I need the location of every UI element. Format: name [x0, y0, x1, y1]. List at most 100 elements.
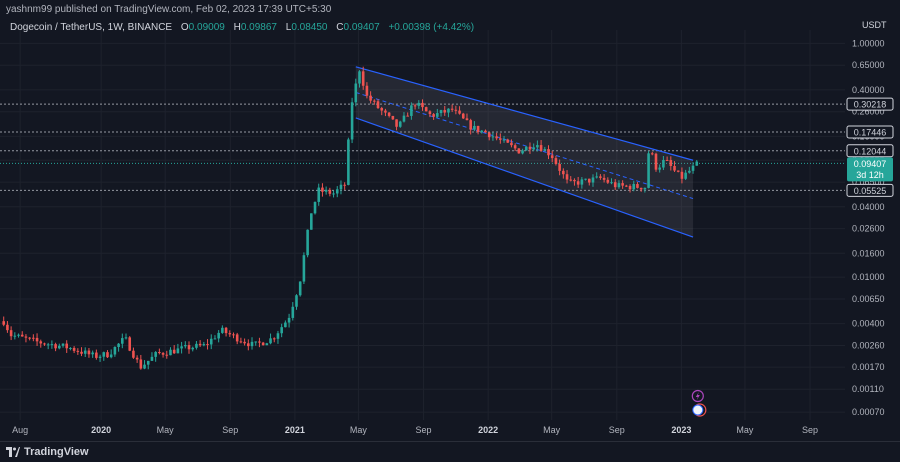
y-tick-label: 0.40000: [852, 85, 885, 95]
candle-body: [580, 179, 584, 185]
axis-currency[interactable]: USDT: [862, 20, 887, 30]
candle-body: [602, 177, 606, 180]
candle-body: [343, 184, 346, 186]
x-tick-label: Aug: [12, 425, 28, 435]
candle-body: [662, 159, 665, 168]
candle-body: [332, 193, 335, 195]
candle-body: [402, 115, 406, 122]
candle-body: [410, 105, 413, 116]
candle-body: [232, 334, 235, 336]
candle-body: [587, 178, 591, 183]
candle-body: [72, 347, 76, 351]
candle-body: [554, 158, 558, 164]
chart-grid: [0, 30, 845, 420]
candle-body: [461, 113, 465, 119]
candle-body: [395, 119, 398, 127]
candle-body: [324, 189, 328, 192]
candle-body: [510, 142, 513, 146]
candle-body: [239, 341, 243, 343]
x-tick-label: Sep: [416, 425, 432, 435]
candle-body: [302, 255, 306, 282]
level-tag-label: 0.17446: [854, 127, 887, 137]
high-value: 0.09867: [240, 22, 277, 33]
candle-body: [669, 160, 673, 166]
y-tick-label: 0.01000: [852, 272, 885, 282]
candle-body: [328, 189, 332, 194]
candle-body: [484, 130, 487, 133]
candle-body: [650, 153, 654, 155]
publish-header: yashnm99 published on TradingView.com, F…: [0, 0, 900, 18]
candle-body: [443, 110, 447, 113]
y-tick-label: 0.04000: [852, 202, 885, 212]
candle-body: [180, 346, 183, 349]
candle-body: [654, 153, 658, 170]
candle-body: [643, 187, 647, 190]
candle-body: [387, 112, 391, 116]
candle-body: [217, 332, 220, 339]
symbol-name[interactable]: Dogecoin / TetherUS, 1W, BINANCE: [10, 22, 173, 33]
candle-body: [169, 349, 172, 356]
candle-body: [639, 187, 643, 190]
y-tick-label: 1.00000: [852, 38, 885, 48]
candle-body: [28, 337, 31, 339]
candle-body: [54, 344, 57, 349]
candle-body: [298, 281, 302, 296]
candle-body: [532, 147, 535, 150]
candle-body: [269, 338, 272, 344]
candle-body: [517, 148, 521, 154]
candle-body: [695, 161, 699, 166]
candle-body: [473, 125, 476, 130]
us-flag-icon: [692, 404, 704, 416]
candle-body: [628, 185, 632, 190]
candlestick-series: [2, 66, 699, 370]
level-tag: [846, 144, 894, 158]
low-value: 0.08450: [291, 22, 328, 33]
y-tick-label: 0.65000: [852, 60, 885, 70]
countdown-label: 3d 12h: [856, 170, 884, 180]
candle-body: [384, 110, 387, 113]
open-label: O: [180, 22, 189, 33]
y-tick-label: 0.00260: [852, 341, 885, 351]
candle-body: [87, 350, 91, 355]
candle-body: [195, 343, 198, 348]
x-tick-label: 2022: [478, 425, 498, 435]
candle-body: [135, 357, 139, 360]
candle-body: [428, 111, 432, 115]
level-tag-label: 0.30218: [854, 100, 887, 110]
candle-body: [413, 105, 417, 107]
tradingview-logo-icon[interactable]: [6, 446, 20, 458]
candle-body: [83, 350, 87, 354]
low-label: L: [285, 22, 292, 33]
x-tick-label: May: [157, 425, 175, 435]
candle-body: [591, 177, 595, 183]
candle-body: [235, 334, 239, 342]
candle-body: [406, 115, 409, 117]
descending-channel: [355, 66, 694, 238]
price-chart[interactable]: 1.000000.650000.400000.260000.160000.100…: [0, 0, 900, 440]
candle-body: [658, 167, 661, 170]
candle-body: [261, 342, 265, 346]
candle-body: [247, 343, 250, 347]
candle-body: [613, 182, 617, 188]
candle-body: [228, 333, 232, 335]
candle-body: [439, 110, 443, 114]
level-tag-label: 0.05525: [854, 186, 887, 196]
candle-body: [58, 345, 61, 349]
candle-body: [584, 178, 587, 180]
candle-body: [76, 350, 80, 352]
candle-body: [46, 344, 50, 346]
candle-body: [143, 364, 146, 369]
candle-body: [124, 337, 128, 339]
candle-body: [680, 171, 684, 179]
candle-body: [272, 338, 276, 340]
candle-body: [61, 343, 65, 346]
candle-body: [358, 71, 361, 84]
level-tag: [846, 125, 894, 139]
candle-body: [128, 337, 132, 351]
candle-body: [95, 352, 98, 358]
candle-body: [558, 163, 561, 171]
candle-body: [284, 322, 287, 328]
x-tick-label: Sep: [609, 425, 625, 435]
candle-body: [376, 101, 380, 109]
